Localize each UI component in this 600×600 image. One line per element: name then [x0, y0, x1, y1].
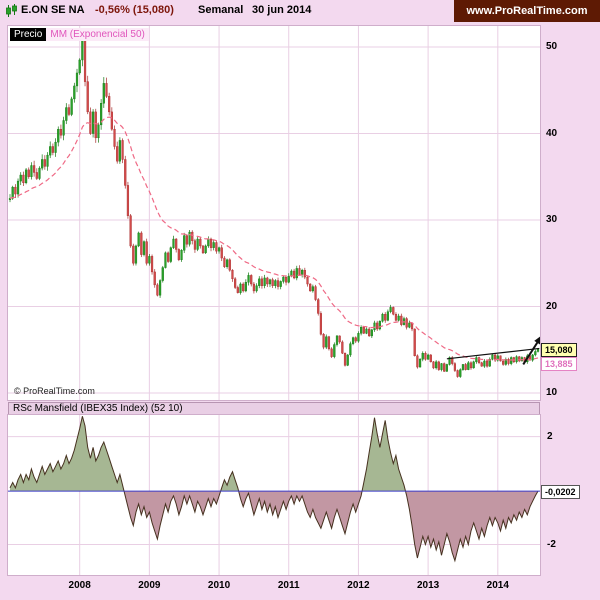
indicator-title[interactable]: RSc Mansfield (IBEX35 Index) (52 10): [13, 403, 183, 414]
title-bar: E.ON SE NA -0,56% (15,080) Semanal 30 ju…: [0, 0, 600, 22]
indicator-tick-2: 2: [547, 430, 553, 442]
price-tick-10: 10: [546, 386, 558, 398]
last-price-badge: 15,080: [541, 343, 577, 358]
timeframe-label: Semanal: [198, 4, 244, 16]
year-label-2009: 2009: [138, 580, 161, 591]
copyright-label: © ProRealTime.com: [14, 386, 95, 396]
prorealtime-brand: www.ProRealTime.com: [454, 0, 600, 22]
indicator-axis[interactable]: -0,0202 2 -2: [540, 415, 600, 575]
candlestick-icon: [6, 4, 17, 17]
year-label-2008: 2008: [68, 580, 91, 591]
indicator-chart-svg[interactable]: [8, 415, 540, 575]
price-tick-20: 20: [546, 300, 558, 312]
price-change-label: -0,56% (15,080): [95, 4, 174, 16]
price-legend: Precio MM (Exponencial 50): [10, 28, 149, 41]
year-label-2012: 2012: [347, 580, 370, 591]
price-tick-50: 50: [546, 41, 558, 53]
year-label-2010: 2010: [207, 580, 231, 591]
price-panel: Precio MM (Exponencial 50) © ProRealTime…: [8, 26, 540, 400]
price-tick-30: 30: [546, 214, 558, 225]
ema-value-badge: 13,885: [541, 356, 577, 371]
indicator-header: RSc Mansfield (IBEX35 Index) (52 10): [8, 402, 540, 415]
price-chart-svg[interactable]: [8, 26, 540, 400]
symbol-label: E.ON SE NA: [21, 4, 85, 16]
year-label-2011: 2011: [277, 580, 300, 591]
indicator-level-badge: -0,0202: [541, 484, 580, 499]
date-label: 30 jun 2014: [252, 4, 312, 16]
price-tick-40: 40: [546, 127, 558, 139]
indicator-tick--2: -2: [547, 538, 556, 550]
x-axis: 2008 2009 2010 2011 2012 2013 2014: [8, 575, 540, 600]
price-axis[interactable]: 15,080 13,885 10 20 30 40 50: [540, 26, 600, 400]
year-label-2014: 2014: [486, 580, 509, 591]
legend-precio-chip[interactable]: Precio: [10, 28, 47, 41]
legend-mm-chip[interactable]: MM (Exponencial 50): [46, 28, 149, 41]
indicator-panel: [8, 415, 540, 575]
year-label-2013: 2013: [416, 580, 440, 591]
